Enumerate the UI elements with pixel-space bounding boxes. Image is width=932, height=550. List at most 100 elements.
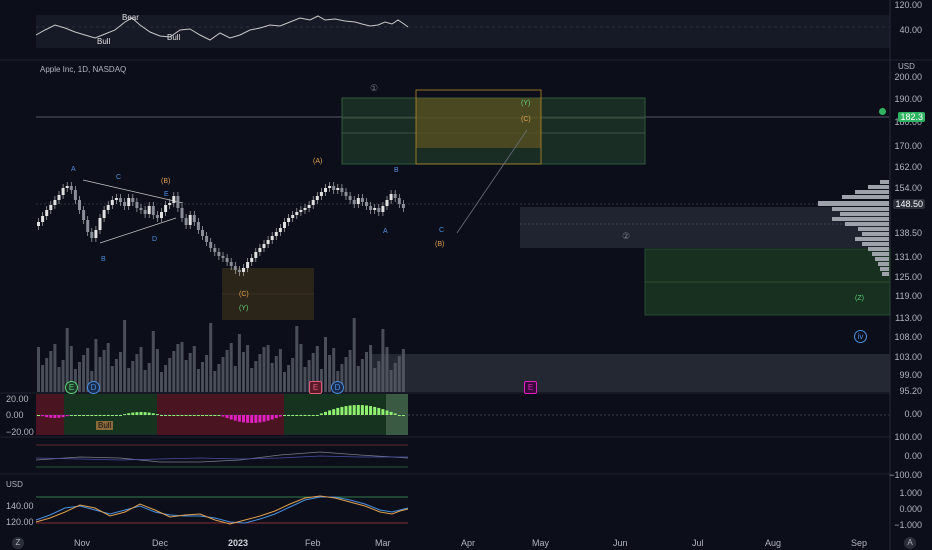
osc-hist-bar <box>217 415 221 416</box>
price-axis-label-3: 170.00 <box>894 141 922 151</box>
candle-body <box>45 210 49 216</box>
wave-label-c-orange: (C) <box>239 291 249 298</box>
candle-body <box>332 186 336 190</box>
dividend-badge-2[interactable]: D <box>331 381 344 394</box>
candle-body <box>385 200 389 206</box>
auto-scale-button[interactable]: A <box>904 537 916 549</box>
wave-label-b2: B <box>394 167 399 174</box>
price-axis-label-4: 162.00 <box>894 162 922 172</box>
wave-label-c1: C <box>116 174 122 181</box>
volume-bar <box>143 370 147 392</box>
candle-body <box>127 198 131 206</box>
volume-bar <box>250 368 254 392</box>
volume-bar <box>225 350 229 392</box>
candle-body <box>352 200 356 204</box>
candle-body <box>262 244 266 248</box>
main-pane <box>36 89 891 392</box>
candle-body <box>225 258 229 262</box>
osc-hist-bar <box>180 415 184 416</box>
candle-body <box>65 186 69 188</box>
time-axis-label-7: Jun <box>613 538 628 548</box>
osc-hist-bar <box>78 415 81 416</box>
volume-bar <box>233 366 237 392</box>
wave-label-a2: A <box>383 228 388 235</box>
bottom-right-axis-label-2: −1.000 <box>894 520 922 530</box>
oscillator-pane-1 <box>36 394 889 435</box>
volume-bar <box>102 350 106 392</box>
candle-body <box>324 188 327 192</box>
osc-hist-bar <box>114 415 118 416</box>
time-axis-label-1: Dec <box>152 538 169 548</box>
candle-body <box>360 198 364 202</box>
candle-body <box>209 242 213 248</box>
volume-bar <box>303 367 307 392</box>
candle-body <box>147 206 151 214</box>
bottom-right-axis-label-1: 0.000 <box>899 504 922 514</box>
candle-body <box>283 222 286 228</box>
candle-body <box>221 256 225 258</box>
candle-body <box>377 208 381 212</box>
volume-bar <box>332 348 336 392</box>
osc-hist-bar <box>53 415 57 418</box>
wave-label-d1: D <box>152 236 158 243</box>
osc-hist-bar <box>168 415 172 416</box>
candle-body <box>86 220 90 232</box>
osc-hist-bar <box>332 409 336 415</box>
volume-bar <box>360 359 364 392</box>
candle-body <box>41 216 45 222</box>
volume-bar <box>319 369 323 392</box>
dividend-badge-1[interactable]: D <box>87 381 100 394</box>
earnings-badge-1[interactable]: E <box>65 381 78 394</box>
osc-hist-bar <box>73 415 77 416</box>
volume-bar <box>229 343 233 392</box>
candle-body <box>53 200 57 205</box>
osc-hist-bar <box>246 415 250 423</box>
volume-bar <box>295 326 299 392</box>
rsi-bull-label-1: Bull <box>97 37 111 46</box>
volume-bar <box>307 360 311 392</box>
price-axis-label-7: 138.50 <box>894 228 922 238</box>
candle-body <box>356 198 360 204</box>
zoom-button[interactable]: Z <box>12 537 24 549</box>
price-axis-label-0: 200.00 <box>894 72 922 82</box>
candle-body <box>291 215 295 218</box>
wave-label-a1: A <box>71 166 76 173</box>
candle-body <box>340 188 344 192</box>
osc-hist-bar <box>49 415 53 418</box>
volume-bar <box>246 345 250 392</box>
osc1-left-axis-label-2: −20.00 <box>6 427 34 437</box>
osc-hist-bar <box>262 415 266 422</box>
volume-bar <box>315 346 319 392</box>
earnings-badge-future[interactable]: E <box>524 381 537 394</box>
candle-body <box>365 202 368 206</box>
candle-body <box>61 188 65 195</box>
osc-hist-bar <box>381 409 385 415</box>
osc-hist-bar <box>65 415 69 417</box>
candle-body <box>106 205 110 210</box>
time-axis-label-10: Sep <box>851 538 868 548</box>
osc-hist-bar <box>176 415 180 416</box>
osc-hist-bar <box>401 415 405 416</box>
osc-hist-bar <box>209 415 213 416</box>
wave-label-circle2: ② <box>622 231 631 241</box>
osc-hist-bar <box>155 414 159 416</box>
volume-bar <box>381 329 385 392</box>
candle-body <box>143 210 147 214</box>
osc-hist-bar <box>299 415 303 416</box>
osc-hist-bar <box>287 415 291 416</box>
volume-bar <box>73 369 77 392</box>
osc-hist-bar <box>57 415 61 418</box>
earnings-badge-2[interactable]: E <box>309 381 322 394</box>
osc-hist-bar <box>172 415 176 416</box>
candle-body <box>258 248 262 252</box>
osc-hist-bar <box>233 415 237 421</box>
candle-body <box>94 230 98 238</box>
time-axis-label-2: 2023 <box>228 538 249 548</box>
candle-body <box>180 208 184 218</box>
rsi-pane <box>35 15 889 48</box>
osc-hist-bar <box>270 415 274 420</box>
volume-bar <box>49 351 53 392</box>
osc-hist-bar <box>340 406 344 415</box>
volume-bar <box>82 355 86 392</box>
